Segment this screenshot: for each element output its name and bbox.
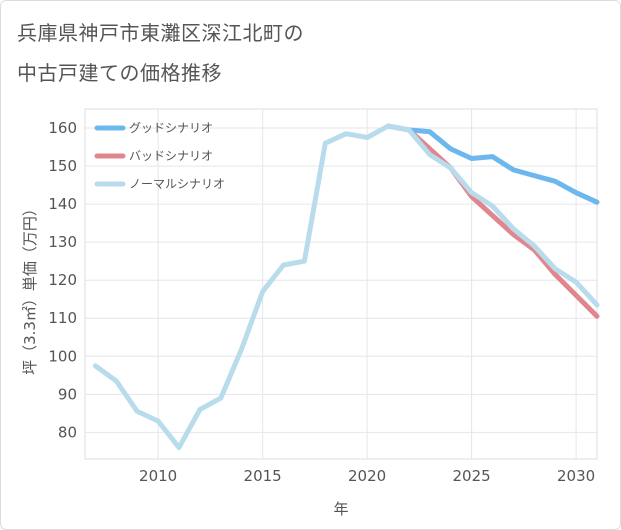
y-tick-label: 90 bbox=[58, 385, 77, 403]
plot-area bbox=[84, 108, 598, 460]
y-tick-label: 140 bbox=[48, 195, 77, 213]
x-tick-label: 2015 bbox=[244, 467, 282, 485]
x-axis-label: 年 bbox=[333, 500, 348, 518]
x-tick-label: 2030 bbox=[557, 467, 595, 485]
x-tick-label: 2025 bbox=[453, 467, 491, 485]
y-tick-label: 110 bbox=[48, 309, 77, 327]
y-axis-label: 坪（3.3㎡）単価（万円） bbox=[21, 201, 39, 375]
y-tick-label: 130 bbox=[48, 233, 77, 251]
x-tick-label: 2010 bbox=[139, 467, 177, 485]
y-tick-label: 160 bbox=[48, 119, 77, 137]
series-line-2 bbox=[92, 123, 600, 451]
y-tick-label: 100 bbox=[48, 347, 77, 365]
y-tick-label: 120 bbox=[48, 271, 77, 289]
y-tick-label: 150 bbox=[48, 157, 77, 175]
chart-title-line-2: 中古戸建ての価格推移 bbox=[17, 61, 222, 85]
x-tick-label: 2020 bbox=[348, 467, 386, 485]
legend-label: ノーマルシナリオ bbox=[129, 177, 225, 191]
legend-label: グッドシナリオ bbox=[129, 121, 213, 135]
series-line-0 bbox=[385, 123, 600, 205]
y-tick-label: 80 bbox=[58, 423, 77, 441]
legend-label: バッドシナリオ bbox=[129, 149, 213, 163]
chart-title-line-1: 兵庫県神戸市東灘区深江北町の bbox=[17, 21, 304, 45]
